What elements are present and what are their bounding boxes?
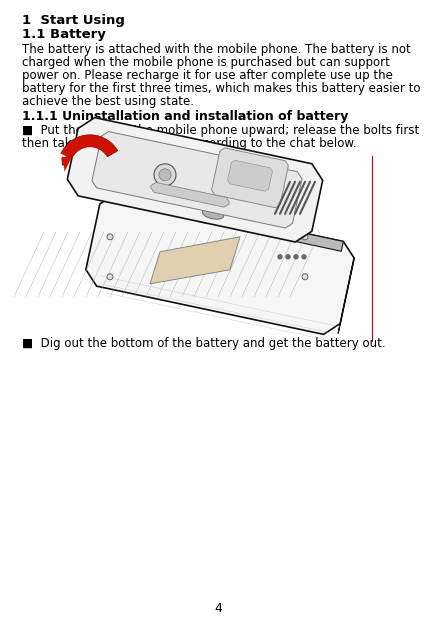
Polygon shape bbox=[61, 135, 118, 158]
Polygon shape bbox=[86, 193, 354, 334]
Circle shape bbox=[302, 274, 308, 280]
Text: battery for the first three times, which makes this battery easier to: battery for the first three times, which… bbox=[22, 82, 420, 95]
Text: 1  Start Using: 1 Start Using bbox=[22, 14, 125, 27]
Polygon shape bbox=[63, 152, 74, 172]
Circle shape bbox=[286, 255, 290, 259]
Polygon shape bbox=[212, 148, 288, 208]
Circle shape bbox=[159, 169, 171, 181]
Text: charged when the mobile phone is purchased but can support: charged when the mobile phone is purchas… bbox=[22, 56, 390, 69]
Circle shape bbox=[302, 255, 306, 259]
Ellipse shape bbox=[202, 208, 224, 219]
Polygon shape bbox=[228, 161, 272, 191]
Text: The battery is attached with the mobile phone. The battery is not: The battery is attached with the mobile … bbox=[22, 43, 411, 56]
Circle shape bbox=[278, 255, 282, 259]
Text: 1.1.1 Uninstallation and installation of battery: 1.1.1 Uninstallation and installation of… bbox=[22, 110, 348, 123]
Text: ■  Put the back of the mobile phone upward; release the bolts first: ■ Put the back of the mobile phone upwar… bbox=[22, 124, 419, 137]
Circle shape bbox=[154, 164, 176, 186]
Polygon shape bbox=[338, 258, 354, 333]
Polygon shape bbox=[150, 237, 240, 284]
Circle shape bbox=[107, 234, 113, 240]
Text: power on. Please recharge it for use after complete use up the: power on. Please recharge it for use aft… bbox=[22, 69, 393, 82]
Text: 4: 4 bbox=[215, 602, 222, 615]
Text: then take off the rear cover according to the chat below.: then take off the rear cover according t… bbox=[22, 137, 357, 150]
Circle shape bbox=[107, 274, 113, 280]
Circle shape bbox=[302, 234, 308, 240]
Text: achieve the best using state.: achieve the best using state. bbox=[22, 95, 194, 108]
Circle shape bbox=[294, 255, 298, 259]
Polygon shape bbox=[151, 182, 229, 207]
Text: 1.1 Battery: 1.1 Battery bbox=[22, 28, 106, 41]
Ellipse shape bbox=[185, 204, 225, 224]
Polygon shape bbox=[114, 193, 343, 251]
Polygon shape bbox=[67, 118, 323, 242]
Polygon shape bbox=[92, 132, 302, 228]
Text: ■  Dig out the bottom of the battery and get the battery out.: ■ Dig out the bottom of the battery and … bbox=[22, 337, 385, 350]
